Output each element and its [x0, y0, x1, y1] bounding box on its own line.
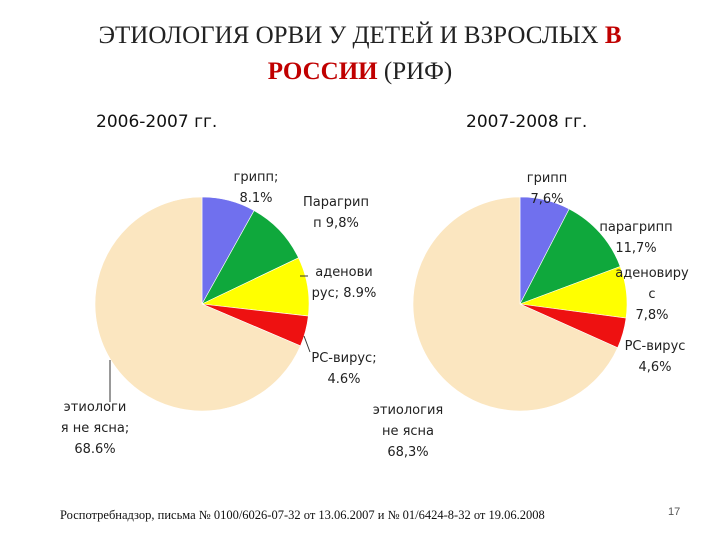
data-label-line: грипп;	[234, 170, 279, 185]
data-label-line: РС-вирус	[625, 339, 686, 354]
title-text-2: (РИФ)	[383, 58, 453, 85]
data-label-line: не ясна	[382, 424, 434, 439]
title-line-1: ЭТИОЛОГИЯ ОРВИ У ДЕТЕЙ И ВЗРОСЛЫХ В	[0, 18, 720, 54]
data-label-unknown: этиологи я не ясна; 68.6%	[61, 400, 129, 457]
title-line-2: РОССИИ (РИФ)	[0, 54, 720, 90]
data-label-line: я не ясна;	[61, 421, 129, 436]
data-label-parainfluenza: парагрипп 11,7%	[599, 220, 672, 256]
data-label-adenovirus: аденовиру с 7,8%	[615, 266, 689, 323]
data-label-line: 4,6%	[638, 360, 671, 375]
data-label-rs_virus: РС-вирус; 4.6%	[311, 351, 376, 387]
data-label-line: аденовиру	[615, 266, 689, 281]
data-label-flu: грипп 7,6%	[527, 171, 568, 207]
pie-chart-2006-2007: грипп; 8.1% Парагрип п 9,8% аденови рус; 8.9%…	[61, 170, 377, 457]
data-label-line: 4.6%	[327, 372, 360, 387]
data-label-flu: грипп; 8.1%	[234, 170, 279, 206]
leader-line	[303, 335, 311, 353]
data-label-line: 7,8%	[635, 308, 668, 323]
data-label-line: парагрипп	[599, 220, 672, 235]
data-label-line: с	[648, 287, 655, 302]
pie-slice-unknown	[412, 196, 619, 412]
data-label-line: рус; 8.9%	[312, 286, 377, 301]
chart-1-title: 2006-2007 гг.	[96, 112, 218, 132]
data-label-line: этиология	[373, 403, 443, 418]
data-label-line: 8.1%	[239, 191, 272, 206]
data-label-line: грипп	[527, 171, 568, 186]
data-label-line: этиологи	[64, 400, 127, 415]
data-label-parainfluenza: Парагрип п 9,8%	[303, 195, 369, 231]
data-label-line: Парагрип	[303, 195, 369, 210]
chart-2-title: 2007-2008 гг.	[466, 112, 588, 132]
page-number: 17	[668, 506, 681, 518]
data-label-unknown: этиология не ясна 68,3%	[373, 403, 443, 460]
pie-chart-2007-2008: грипп 7,6% парагрипп 11,7% аденовиру с 7,8% РС-…	[373, 171, 689, 460]
title-highlight-1: В	[604, 22, 622, 49]
data-label-line: аденови	[315, 265, 373, 280]
data-label-line: РС-вирус;	[311, 351, 376, 366]
data-label-line: 68.6%	[74, 442, 115, 457]
title-text-1: ЭТИОЛОГИЯ ОРВИ У ДЕТЕЙ И ВЗРОСЛЫХ	[98, 22, 599, 49]
title-highlight-2: РОССИИ	[267, 58, 378, 85]
data-label-line: 7,6%	[530, 192, 563, 207]
data-label-rs_virus: РС-вирус 4,6%	[625, 339, 686, 375]
data-label-adenovirus: аденови рус; 8.9%	[312, 265, 377, 301]
pie-slice-parainfluenza	[519, 208, 621, 305]
pie-slice-unknown	[94, 196, 301, 412]
source-footnote: Роспотребнадзор, письма № 0100/6026-07-3…	[60, 508, 545, 522]
data-label-line: 68,3%	[387, 445, 428, 460]
slide-title: ЭТИОЛОГИЯ ОРВИ У ДЕТЕЙ И ВЗРОСЛЫХ В РОСС…	[0, 18, 720, 90]
data-label-line: п 9,8%	[313, 216, 359, 231]
data-label-line: 11,7%	[615, 241, 656, 256]
